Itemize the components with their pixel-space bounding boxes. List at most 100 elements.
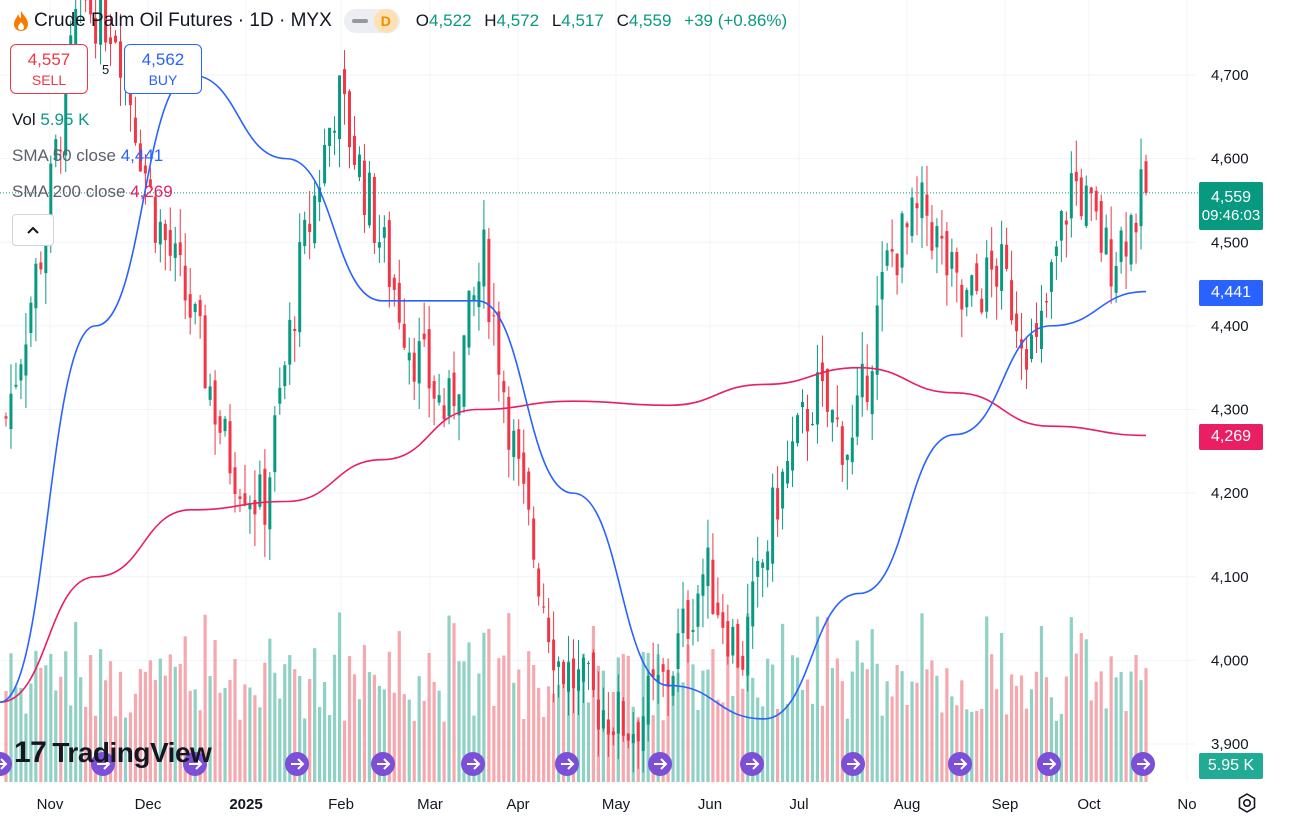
event-marker-icon[interactable] (948, 752, 972, 776)
volume-bar (397, 631, 401, 782)
volume-bar (527, 651, 531, 782)
volume-bar (1079, 633, 1083, 782)
event-marker-icon[interactable] (841, 752, 865, 776)
event-marker-icon[interactable] (371, 752, 395, 776)
event-marker-icon[interactable] (740, 752, 764, 776)
event-marker-icon[interactable] (461, 752, 485, 776)
volume-bar (462, 661, 466, 782)
volume-bar (108, 661, 113, 782)
candle (796, 412, 800, 447)
candle (875, 276, 879, 400)
volume-bar (1039, 626, 1044, 782)
candle (517, 419, 521, 486)
volume-bar (741, 688, 745, 782)
candle (830, 409, 834, 442)
candle (352, 115, 356, 170)
volume-bar (372, 674, 376, 782)
event-marker-icon[interactable] (183, 752, 207, 776)
volume-bar (49, 653, 53, 782)
settings-icon[interactable] (1236, 792, 1258, 814)
candle (462, 334, 466, 413)
candle (1104, 214, 1108, 255)
volume-bar (1089, 700, 1093, 782)
candle (552, 611, 556, 703)
volume-bar (1109, 656, 1113, 782)
candle (771, 473, 775, 582)
volume-bar (1144, 668, 1148, 782)
flame-icon (14, 11, 28, 31)
y-tick-label: 4,700 (1211, 67, 1249, 84)
candle (527, 467, 531, 526)
volume-bar (915, 682, 919, 782)
volume-bar (263, 662, 267, 782)
spread-value: 5 (102, 62, 110, 77)
candle (372, 173, 376, 254)
candle (741, 641, 745, 676)
candle (1054, 240, 1058, 280)
candle (482, 200, 486, 309)
candle (168, 207, 172, 272)
event-marker-icon[interactable] (555, 752, 579, 776)
sma50-legend[interactable]: SMA 50 close 4,441 (12, 146, 163, 166)
candle (616, 674, 620, 760)
event-marker-icon[interactable] (1131, 752, 1155, 776)
candle (1139, 138, 1143, 250)
volume-bar (900, 671, 904, 782)
volume-bar (1094, 681, 1098, 782)
collapse-legend-button[interactable] (12, 214, 54, 246)
candle (338, 75, 342, 168)
volume-bar (1099, 671, 1103, 782)
candle (950, 238, 954, 287)
sma200-line (0, 366, 1147, 703)
volume-bar (74, 621, 78, 782)
volume-bar (258, 707, 262, 782)
event-marker-icon[interactable] (0, 752, 12, 776)
sell-button[interactable]: 4,557 SELL (10, 44, 88, 94)
candle (243, 464, 247, 507)
volume-bar (29, 683, 33, 782)
axes: 4,700 4,600 4,500 4,400 4,300 4,200 4,100 4,000… (0, 67, 1249, 813)
candle (1144, 154, 1148, 196)
symbol-title[interactable]: Crude Palm Oil Futures · 1D · MYX (34, 10, 332, 31)
candle (84, 0, 88, 13)
event-marker-icon[interactable] (1037, 752, 1061, 776)
candle (651, 642, 655, 701)
candle (1114, 252, 1118, 303)
candle (870, 365, 874, 440)
volume-bar (143, 671, 147, 782)
buy-button[interactable]: 4,562 BUY (124, 44, 202, 94)
candle (328, 127, 332, 167)
volume-bar (412, 720, 416, 782)
candle (825, 368, 829, 428)
volume-bar (671, 677, 675, 782)
volume-bar (308, 679, 312, 782)
y-tick-label: 4,200 (1211, 485, 1249, 502)
candle (153, 190, 157, 254)
sma50-label: SMA 50 close (12, 146, 116, 165)
y-tick-label: 4,300 (1211, 402, 1249, 419)
volume-bar (780, 623, 785, 782)
candle (298, 213, 302, 347)
candle (268, 472, 272, 561)
market-status-pill[interactable]: D (343, 9, 400, 33)
tradingview-logo[interactable]: 17 TradingView (14, 736, 212, 770)
volume-bar (168, 654, 172, 782)
volume-bar (213, 640, 217, 782)
candle (542, 583, 546, 614)
candle (457, 393, 461, 441)
volume-bar (482, 632, 486, 782)
sma200-legend[interactable]: SMA 200 close 4,269 (12, 182, 173, 202)
event-marker-icon[interactable] (648, 752, 672, 776)
candle (382, 215, 386, 263)
event-marker-icon[interactable] (285, 752, 309, 776)
candle (631, 712, 635, 773)
volume-legend[interactable]: Vol 5.95 K (12, 110, 90, 130)
candle (681, 581, 685, 648)
candle (1030, 318, 1034, 363)
event-marker-icon[interactable] (91, 752, 115, 776)
candle (975, 253, 979, 295)
candle (562, 659, 566, 689)
candle (158, 209, 162, 263)
moving-averages (0, 74, 1199, 720)
